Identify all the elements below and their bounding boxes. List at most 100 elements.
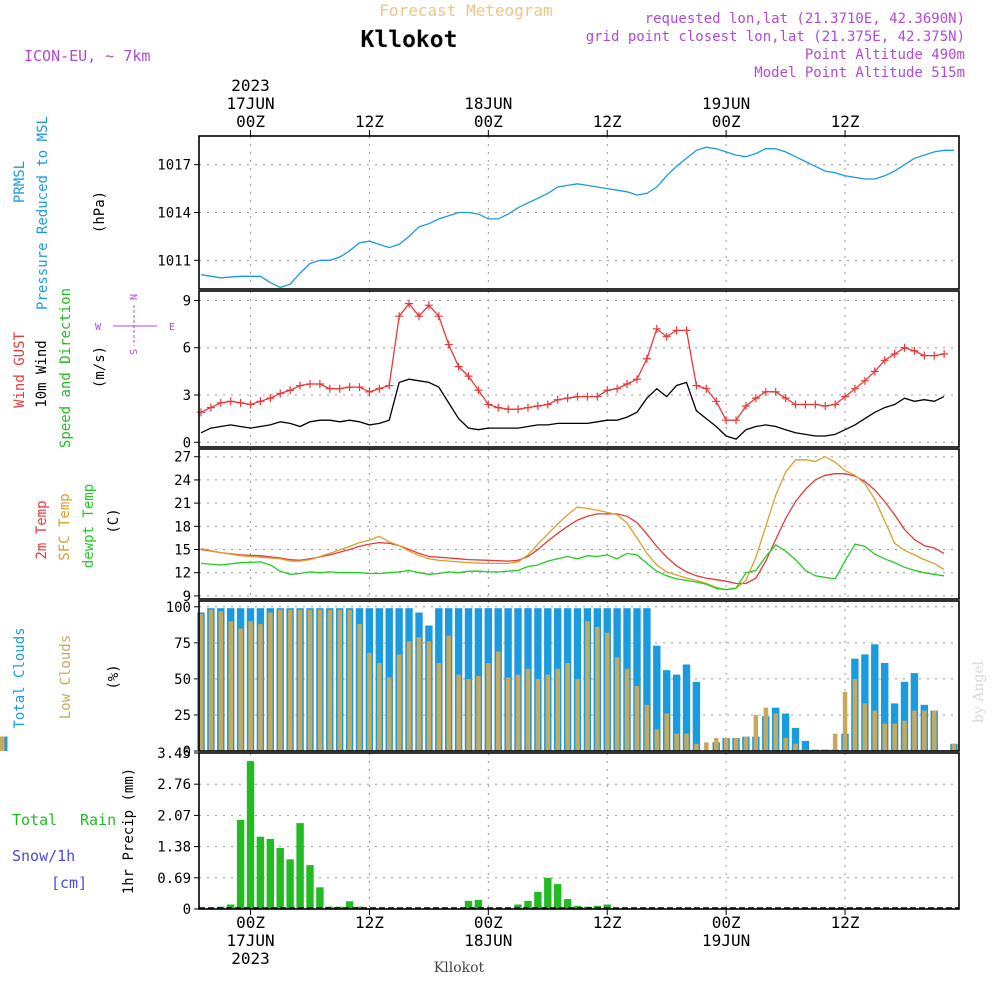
data-bar bbox=[793, 743, 798, 751]
data-bar bbox=[297, 609, 303, 751]
time-label: 12Z bbox=[593, 112, 622, 131]
low-clouds-label: Low Clouds bbox=[58, 635, 74, 719]
prmsl-label: PRMSL bbox=[12, 161, 28, 203]
date-label: 19JUN bbox=[702, 94, 750, 113]
y-tick-label: 9 bbox=[183, 293, 191, 309]
series-line bbox=[200, 543, 945, 591]
data-bar bbox=[781, 713, 790, 751]
gust-marker bbox=[414, 312, 423, 321]
model-altitude: Model Point Altitude 515m bbox=[754, 65, 965, 81]
y-tick-label: 0 bbox=[183, 744, 191, 760]
gust-marker bbox=[543, 400, 552, 409]
data-bar bbox=[514, 904, 522, 909]
data-bar bbox=[624, 668, 630, 751]
pressure-panel: 1011 1014 1017 bbox=[157, 135, 960, 290]
gust-marker bbox=[553, 395, 562, 404]
data-bar bbox=[801, 740, 810, 751]
data-bar bbox=[515, 674, 521, 751]
pressure-msl-label: Pressure Reduced to MSL bbox=[35, 116, 51, 310]
date-label: 18JUN bbox=[464, 931, 512, 950]
gust-marker bbox=[623, 379, 632, 388]
data-bar bbox=[387, 677, 392, 751]
data-bar bbox=[892, 723, 897, 751]
data-bar bbox=[544, 877, 552, 909]
time-label: 00Z bbox=[712, 913, 741, 932]
y-tick-label: 1011 bbox=[157, 253, 191, 269]
time-label: 00Z bbox=[474, 913, 503, 932]
data-bar bbox=[694, 743, 699, 751]
data-bar bbox=[486, 663, 491, 751]
data-bar bbox=[753, 714, 759, 751]
wind-gust-label: Wind GUST bbox=[12, 332, 28, 408]
data-bar bbox=[714, 738, 719, 751]
time-label: 12Z bbox=[355, 112, 384, 131]
gust-marker bbox=[801, 400, 810, 409]
gust-marker bbox=[741, 402, 750, 411]
clouds-unit-label: (%) bbox=[106, 664, 122, 689]
y-tick-label: 18 bbox=[174, 519, 191, 535]
wind-10m-label: 10m Wind bbox=[34, 340, 50, 407]
gust-marker bbox=[236, 398, 245, 407]
gust-marker bbox=[226, 397, 235, 406]
date-label: 18JUN bbox=[464, 94, 512, 113]
data-bar bbox=[238, 628, 243, 751]
gust-marker bbox=[484, 400, 493, 409]
gust-marker bbox=[365, 387, 374, 396]
watermark: by Angel bbox=[971, 660, 987, 723]
data-bar bbox=[912, 710, 917, 751]
total-clouds-label: Total Clouds bbox=[12, 627, 28, 728]
data-bar bbox=[496, 651, 501, 751]
y-tick-label: 24 bbox=[174, 473, 191, 489]
panel-frame bbox=[198, 290, 960, 448]
wind-panel: 0 3 6 9 bbox=[183, 290, 960, 451]
point-altitude: Point Altitude 490m bbox=[805, 47, 965, 63]
gust-marker bbox=[305, 379, 314, 388]
gust-marker bbox=[603, 386, 612, 395]
data-bar bbox=[900, 681, 909, 751]
data-bar bbox=[663, 670, 671, 751]
gust-marker bbox=[751, 394, 760, 403]
gust-marker bbox=[355, 383, 364, 392]
gust-marker bbox=[375, 384, 384, 393]
data-bar bbox=[545, 674, 551, 751]
data-bar bbox=[861, 654, 869, 751]
gust-marker bbox=[831, 400, 840, 409]
data-bar bbox=[317, 609, 323, 751]
data-bar bbox=[345, 901, 354, 909]
y-tick-label: 6 bbox=[183, 341, 191, 357]
data-bar bbox=[266, 838, 274, 909]
temperature-panel: 9 12 15 18 21 24 27 bbox=[174, 448, 960, 605]
data-bar bbox=[246, 761, 255, 909]
data-bar bbox=[416, 637, 422, 751]
data-bar bbox=[882, 723, 887, 751]
data-bar bbox=[783, 738, 788, 751]
snow-label: Snow/1h bbox=[12, 847, 75, 865]
data-bar bbox=[832, 733, 838, 751]
data-bar bbox=[871, 644, 879, 751]
gust-marker bbox=[593, 392, 602, 401]
data-bar bbox=[406, 641, 412, 751]
data-bar bbox=[208, 609, 214, 751]
data-bar bbox=[436, 663, 442, 751]
y-tick-label: 1017 bbox=[157, 158, 191, 174]
data-bar bbox=[555, 668, 560, 751]
data-bar bbox=[565, 663, 570, 751]
gust-marker bbox=[444, 340, 453, 349]
data-bar bbox=[525, 668, 531, 751]
gust-marker bbox=[890, 350, 899, 359]
data-bar bbox=[446, 635, 451, 751]
data-bar bbox=[306, 865, 314, 909]
panel-frame bbox=[198, 752, 960, 910]
data-bar bbox=[575, 678, 580, 751]
series-line bbox=[200, 455, 945, 591]
gust-marker bbox=[732, 416, 741, 425]
data-bar bbox=[474, 900, 483, 909]
gust-marker bbox=[385, 381, 394, 390]
gust-marker bbox=[296, 381, 305, 390]
gust-marker bbox=[791, 400, 800, 409]
gust-marker bbox=[930, 351, 939, 360]
y-tick-label: 27 bbox=[174, 450, 191, 466]
gust-marker bbox=[850, 384, 859, 393]
